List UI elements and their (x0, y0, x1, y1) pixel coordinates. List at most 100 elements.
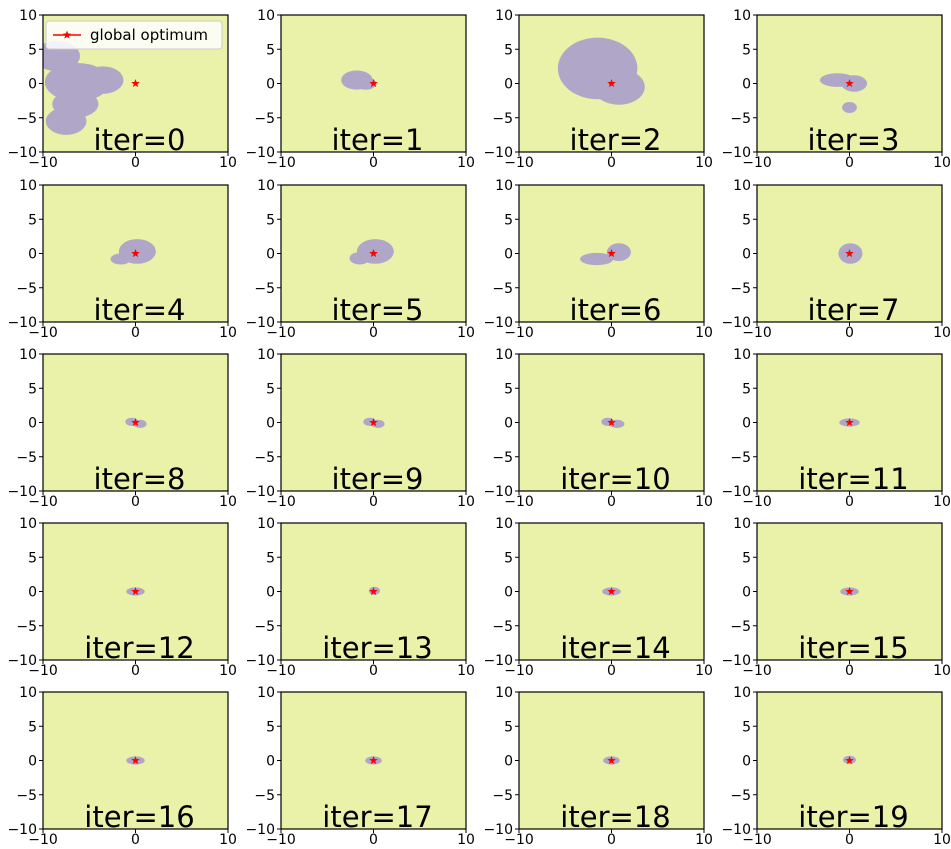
subplot-iter-0: −10 0 10 10 5 0 −5 −10 iter=0 global optimum (7, 8, 236, 171)
y-tick-label: 0 (28, 754, 37, 770)
y-tick-label: −5 (730, 450, 751, 466)
x-tick-label: 0 (845, 494, 854, 510)
subplot-iter-19: −10 0 10 10 5 0 −5 −10 iter=19 (721, 685, 950, 848)
region-blob-2 (82, 66, 124, 94)
x-tick-label: −10 (266, 325, 296, 341)
region-blob-1 (349, 252, 370, 265)
global-optimum-marker (607, 587, 616, 596)
subplot-iter-7: −10 0 10 10 5 0 −5 −10 iter=7 (721, 178, 950, 341)
y-tick-label: −10 (721, 315, 751, 331)
x-tick-label: 10 (695, 663, 713, 679)
y-tick-label: −10 (483, 653, 513, 669)
y-tick-label: −10 (721, 484, 751, 500)
subplot-iter-6: −10 0 10 10 5 0 −5 −10 iter=6 (483, 178, 712, 341)
region-blob-4 (45, 107, 87, 135)
subplot-iter-8: −10 0 10 10 5 0 −5 −10 iter=8 (7, 347, 236, 510)
x-tick-label: −10 (504, 663, 534, 679)
y-tick-label: 10 (495, 516, 513, 532)
x-tick-label: −10 (266, 832, 296, 848)
y-tick-label: 5 (266, 550, 275, 566)
y-tick-label: 10 (733, 347, 751, 363)
x-tick-label: 0 (131, 663, 140, 679)
iteration-label: iter=8 (94, 462, 186, 496)
y-tick-label: −10 (7, 653, 37, 669)
global-optimum-marker (845, 756, 854, 765)
x-tick-label: 0 (845, 325, 854, 341)
y-tick-label: 10 (257, 516, 275, 532)
y-tick-label: 0 (266, 416, 275, 432)
global-optimum-marker (607, 756, 616, 765)
y-tick-label: −5 (16, 619, 37, 635)
y-tick-label: −10 (721, 653, 751, 669)
y-tick-label: 5 (742, 42, 751, 58)
y-tick-label: 0 (742, 416, 751, 432)
x-tick-label: 0 (131, 325, 140, 341)
y-tick-label: 0 (28, 77, 37, 93)
y-tick-label: 0 (266, 247, 275, 263)
x-tick-label: −10 (504, 494, 534, 510)
y-tick-label: −5 (492, 281, 513, 297)
y-tick-label: 10 (257, 685, 275, 701)
region-blob-2 (842, 101, 857, 113)
y-tick-label: 10 (495, 685, 513, 701)
iteration-label: iter=17 (322, 800, 432, 834)
global-optimum-marker (369, 79, 378, 88)
global-optimum-marker (369, 418, 378, 427)
feasible-region (349, 239, 394, 265)
x-tick-label: 10 (457, 494, 475, 510)
y-tick-label: −5 (254, 619, 275, 635)
x-tick-label: 0 (131, 494, 140, 510)
y-tick-label: 5 (504, 42, 513, 58)
y-tick-label: 5 (28, 212, 37, 228)
global-optimum-marker (845, 418, 854, 427)
y-tick-label: 0 (266, 754, 275, 770)
legend-box (45, 20, 223, 50)
iteration-label: iter=7 (808, 293, 900, 327)
y-tick-label: 5 (266, 381, 275, 397)
region-blob-1 (110, 253, 131, 265)
y-tick-label: −5 (730, 619, 751, 635)
y-tick-label: 0 (28, 416, 37, 432)
x-tick-label: −10 (28, 494, 58, 510)
x-tick-label: 10 (219, 832, 237, 848)
y-tick-label: 10 (257, 178, 275, 194)
x-tick-label: 0 (607, 832, 616, 848)
x-tick-label: 0 (369, 325, 378, 341)
region-blob-1 (593, 69, 645, 105)
global-optimum-marker (369, 587, 378, 596)
global-optimum-marker (845, 249, 854, 258)
iteration-label: iter=11 (798, 462, 908, 496)
y-tick-label: −10 (483, 484, 513, 500)
x-tick-label: −10 (28, 155, 58, 171)
iteration-label: iter=1 (332, 123, 424, 157)
y-tick-label: 5 (504, 550, 513, 566)
x-tick-label: 0 (607, 325, 616, 341)
y-tick-label: 10 (257, 8, 275, 24)
x-tick-label: 10 (219, 325, 237, 341)
x-tick-label: 10 (695, 494, 713, 510)
y-tick-label: −10 (721, 145, 751, 161)
y-tick-label: −5 (254, 788, 275, 804)
subplot-iter-10: −10 0 10 10 5 0 −5 −10 iter=10 (483, 347, 712, 510)
y-tick-label: 10 (257, 347, 275, 363)
x-tick-label: −10 (504, 325, 534, 341)
iteration-label: iter=9 (332, 462, 424, 496)
subplot-iter-12: −10 0 10 10 5 0 −5 −10 iter=12 (7, 516, 236, 679)
subplot-iter-16: −10 0 10 10 5 0 −5 −10 iter=16 (7, 685, 236, 848)
y-tick-label: −10 (7, 315, 37, 331)
y-tick-label: 10 (733, 685, 751, 701)
y-tick-label: −5 (492, 111, 513, 127)
y-tick-label: 0 (742, 77, 751, 93)
x-tick-label: 10 (933, 494, 951, 510)
x-tick-label: 10 (695, 325, 713, 341)
x-tick-label: 10 (933, 325, 951, 341)
y-tick-label: 10 (495, 8, 513, 24)
y-tick-label: 10 (733, 178, 751, 194)
y-tick-label: −5 (16, 281, 37, 297)
x-tick-label: 0 (369, 494, 378, 510)
y-tick-label: 5 (266, 212, 275, 228)
y-tick-label: 0 (742, 754, 751, 770)
global-optimum-marker (607, 418, 616, 427)
x-tick-label: −10 (504, 155, 534, 171)
subplot-iter-1: −10 0 10 10 5 0 −5 −10 iter=1 (245, 8, 474, 171)
